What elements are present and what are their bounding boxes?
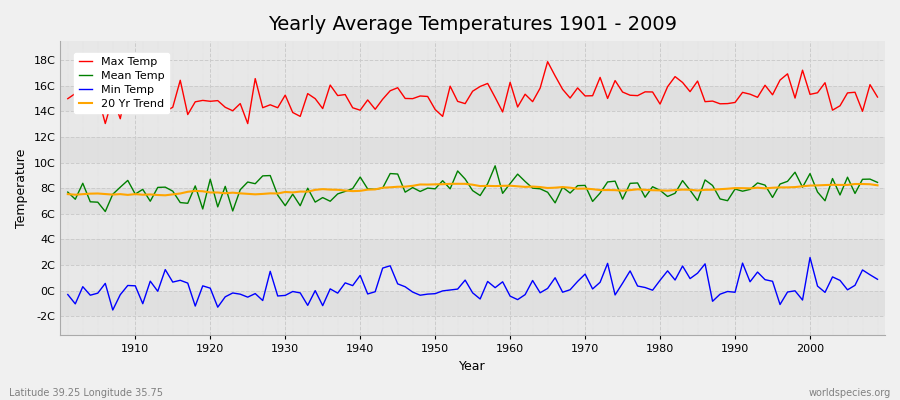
Max Temp [62,96,73,101]
20 Yr Trend [340,188,351,193]
Bar [60,137,885,163]
20 Yr Trend [519,184,530,189]
20 Yr Trend [295,189,306,194]
Bar [60,291,885,316]
20 Yr Trend [160,193,171,198]
Max Temp [609,78,620,83]
Min Temp [340,280,351,285]
Bar [60,240,885,265]
Bar [60,265,885,291]
Bar [60,112,885,137]
Bar [60,163,885,188]
Line: Min Temp: Min Temp [68,258,878,310]
Min Temp [872,277,883,282]
Mean Temp [340,189,351,194]
Bar [60,86,885,112]
Mean Temp [490,164,500,168]
Mean Temp [62,190,73,194]
20 Yr Trend [122,192,133,197]
Legend: Max Temp, Mean Temp, Min Temp, 20 Yr Trend: Max Temp, Mean Temp, Min Temp, 20 Yr Tre… [74,52,169,113]
Y-axis label: Temperature: Temperature [15,148,28,228]
Line: Mean Temp: Mean Temp [68,166,878,212]
Max Temp [542,59,553,64]
Min Temp [805,255,815,260]
20 Yr Trend [512,184,523,189]
Mean Temp [872,180,883,185]
Mean Temp [295,203,306,208]
Max Temp [122,80,133,85]
20 Yr Trend [609,188,620,192]
Mean Temp [609,179,620,184]
Max Temp [505,80,516,85]
Bar [60,214,885,240]
Line: 20 Yr Trend: 20 Yr Trend [68,184,878,195]
Max Temp [295,114,306,119]
Min Temp [130,284,140,288]
Mean Temp [130,192,140,196]
X-axis label: Year: Year [459,360,486,373]
Max Temp [242,121,253,126]
Mean Temp [512,172,523,176]
Min Temp [62,292,73,297]
Min Temp [505,294,516,298]
Mean Temp [519,179,530,184]
Min Temp [295,290,306,295]
Max Temp [340,92,351,97]
Line: Max Temp: Max Temp [68,62,878,124]
Min Temp [107,308,118,312]
Min Temp [602,261,613,266]
Bar [60,188,885,214]
Max Temp [512,104,523,109]
Min Temp [512,297,523,302]
Max Temp [872,95,883,100]
Title: Yearly Average Temperatures 1901 - 2009: Yearly Average Temperatures 1901 - 2009 [268,15,677,34]
20 Yr Trend [62,192,73,196]
20 Yr Trend [872,183,883,188]
20 Yr Trend [453,181,464,186]
Text: worldspecies.org: worldspecies.org [809,388,891,398]
Text: Latitude 39.25 Longitude 35.75: Latitude 39.25 Longitude 35.75 [9,388,163,398]
Bar [60,60,885,86]
Mean Temp [100,209,111,214]
